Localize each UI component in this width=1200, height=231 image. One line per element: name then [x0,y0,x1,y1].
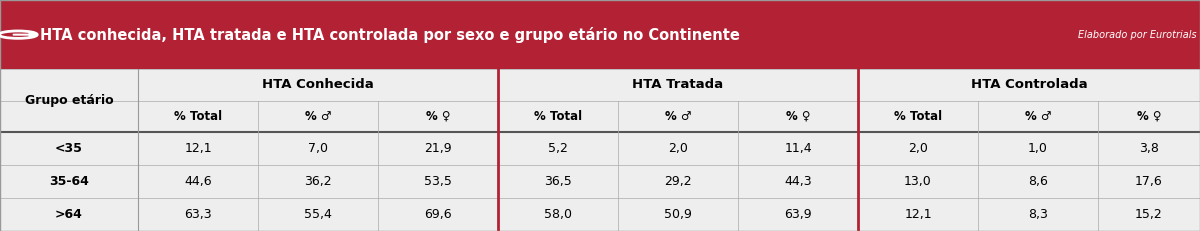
Text: 63,3: 63,3 [184,208,212,221]
Text: 21,9: 21,9 [424,142,452,155]
Text: HTA conhecida, HTA tratada e HTA controlada por sexo e grupo etário no Continent: HTA conhecida, HTA tratada e HTA control… [40,27,739,43]
Text: 69,6: 69,6 [424,208,452,221]
Text: 11,4: 11,4 [784,142,812,155]
Text: Elaborado por Eurotrials: Elaborado por Eurotrials [1078,30,1196,40]
Text: HTA Tratada: HTA Tratada [632,79,724,91]
Text: HTA Conhecida: HTA Conhecida [262,79,374,91]
Text: 15,2: 15,2 [1135,208,1163,221]
Text: 2,0: 2,0 [908,142,928,155]
Text: 50,9: 50,9 [664,208,692,221]
FancyBboxPatch shape [0,69,1200,231]
Text: 3,8: 3,8 [1139,142,1159,155]
Text: % ♀: % ♀ [426,110,450,123]
Text: <35: <35 [55,142,83,155]
Text: 12,1: 12,1 [184,142,212,155]
Text: Grupo etário: Grupo etário [25,94,113,107]
Text: >64: >64 [55,208,83,221]
Text: 2,0: 2,0 [668,142,688,155]
Text: 44,6: 44,6 [184,175,212,188]
Text: 55,4: 55,4 [304,208,332,221]
Text: % ♀: % ♀ [1136,110,1162,123]
FancyBboxPatch shape [0,0,1200,69]
Text: 7,0: 7,0 [308,142,328,155]
Text: 36,5: 36,5 [544,175,572,188]
Text: % Total: % Total [174,110,222,123]
Text: 63,9: 63,9 [784,208,812,221]
Text: 35-64: 35-64 [49,175,89,188]
Text: 58,0: 58,0 [544,208,572,221]
Text: 1,0: 1,0 [1028,142,1048,155]
Text: 44,3: 44,3 [784,175,812,188]
Text: % ♂: % ♂ [665,110,691,123]
Text: % Total: % Total [894,110,942,123]
Text: % ♀: % ♀ [786,110,810,123]
Text: 8,3: 8,3 [1028,208,1048,221]
Text: % ♂: % ♂ [305,110,331,123]
Text: 36,2: 36,2 [304,175,332,188]
Text: % Total: % Total [534,110,582,123]
Text: 8,6: 8,6 [1028,175,1048,188]
Text: 17,6: 17,6 [1135,175,1163,188]
Text: 13,0: 13,0 [904,175,932,188]
Text: 29,2: 29,2 [664,175,692,188]
Text: 5,2: 5,2 [548,142,568,155]
Text: 12,1: 12,1 [904,208,932,221]
Text: HTA Controlada: HTA Controlada [971,79,1087,91]
Text: % ♂: % ♂ [1025,110,1051,123]
Text: 53,5: 53,5 [424,175,452,188]
